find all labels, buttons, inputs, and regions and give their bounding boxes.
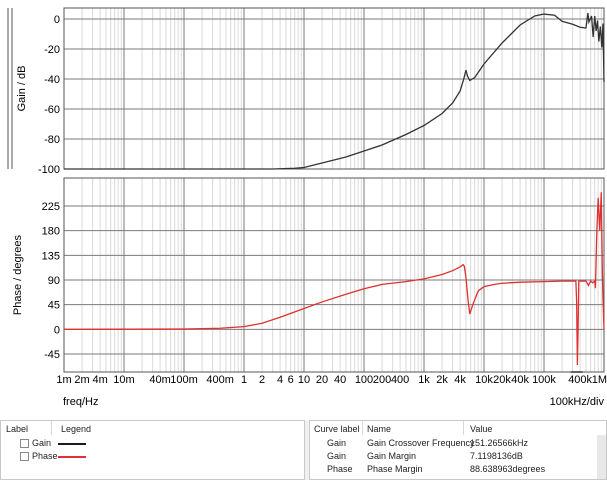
x-tick-label: 400k — [568, 374, 592, 386]
x-tick-label: 10m — [113, 374, 134, 386]
x-tick-label: 2k — [436, 374, 448, 386]
legend-label-phase: Phase — [32, 451, 58, 461]
x-tick-label: 1 — [241, 374, 247, 386]
gain-y-tick-label: -60 — [44, 104, 60, 116]
gain-checkbox[interactable] — [20, 439, 29, 448]
x-tick-label: 4 — [277, 374, 283, 386]
gain-y-tick-label: -80 — [44, 134, 60, 146]
x-axis-label: freq/Hz — [63, 396, 98, 408]
x-tick-label: 40m — [149, 374, 170, 386]
x-tick-label: 40 — [334, 374, 346, 386]
x-tick-label: 100 — [355, 374, 373, 386]
x-tick-label: 40k — [511, 374, 529, 386]
gain-y-tick-label: -100 — [38, 164, 60, 176]
x-tick-label: 100m — [170, 374, 198, 386]
bode-plot-svg: 0 -20 -40 -60 -80 -100 Gain / dB 225 180 135 90 45 0… — [7, 7, 607, 408]
x-tick-label: 10k — [475, 374, 493, 386]
x-tick-label: 4m — [92, 374, 107, 386]
phase-y-tick-label: 90 — [48, 275, 60, 287]
x-tick-label: 1k — [418, 374, 430, 386]
info-row-name: Gain Margin — [367, 451, 417, 461]
x-tick-label: 10 — [298, 374, 310, 386]
info-panel: Curve label Name Value Gain Gain Crossov… — [309, 420, 607, 480]
phase-y-tick-label: 45 — [48, 300, 60, 312]
gain-y-tick-label: -40 — [44, 74, 60, 86]
phase-y-tick-label: 180 — [42, 226, 60, 238]
legend-header-label: Label — [6, 424, 29, 434]
info-row-name: Phase Margin — [367, 464, 423, 474]
x-tick-label: 2m — [74, 374, 89, 386]
bode-plot: 0 -20 -40 -60 -80 -100 Gain / dB 225 180 135 90 45 0… — [0, 0, 607, 420]
phase-y-tick-label: 0 — [54, 324, 60, 336]
info-row-curve: Gain — [327, 451, 347, 461]
x-tick-label: 2 — [259, 374, 265, 386]
legend-swatch-phase — [58, 456, 86, 458]
info-scrollbar[interactable] — [597, 435, 606, 479]
x-tick-label: 200 — [373, 374, 391, 386]
phase-y-tick-label: 135 — [42, 250, 60, 262]
legend-header-legend: Legend — [61, 424, 92, 434]
info-row-value: 7.1198136dB — [470, 451, 523, 461]
x-tick-label: 6 — [288, 374, 294, 386]
x-tick-label: 1m — [56, 374, 71, 386]
x-tick-label: 400 — [391, 374, 409, 386]
phase-plot-background — [64, 178, 604, 372]
info-header-curve-label: Curve label — [314, 424, 360, 434]
info-row-value: 151.26566kHz — [470, 438, 529, 448]
x-tick-label: 20k — [493, 374, 511, 386]
gain-y-axis-label: Gain / dB — [16, 66, 28, 112]
phase-y-tick-label: -45 — [44, 349, 60, 361]
legend-header-separator — [51, 421, 52, 435]
gain-series-line — [64, 12, 605, 170]
info-row-curve: Gain — [327, 438, 347, 448]
legend-panel: Label Legend Gain Phase — [0, 420, 305, 480]
gain-y-tick-label: 0 — [54, 14, 60, 26]
info-header-value: Value — [470, 424, 493, 434]
phase-checkbox[interactable] — [20, 452, 29, 461]
phase-y-tick-label: 225 — [42, 201, 60, 213]
x-tick-label: 4k — [454, 374, 466, 386]
x-tick-label: 20 — [316, 374, 328, 386]
legend-label-gain: Gain — [32, 438, 52, 448]
info-row-value: 88.638963degrees — [470, 464, 546, 474]
phase-y-axis-label: Phase / degrees — [12, 234, 24, 315]
info-header-separator — [362, 421, 363, 435]
gain-plot-background — [64, 8, 604, 169]
info-row-name: Gain Crossover Frequency — [367, 438, 475, 448]
x-tick-label: 100k — [532, 374, 556, 386]
x-tick-label: 1M — [592, 374, 607, 386]
info-row-curve: Phase — [327, 464, 353, 474]
info-header-name: Name — [367, 424, 392, 434]
x-axis-scale-label: 100kHz/div — [550, 396, 605, 408]
phase-plot-frame — [63, 177, 605, 373]
phase-series-line — [63, 192, 605, 365]
gain-plot-frame — [63, 7, 605, 170]
gain-y-tick-label: -20 — [44, 44, 60, 56]
legend-swatch-gain — [58, 443, 86, 445]
info-header-separator — [463, 421, 464, 435]
x-tick-label: 400m — [206, 374, 234, 386]
